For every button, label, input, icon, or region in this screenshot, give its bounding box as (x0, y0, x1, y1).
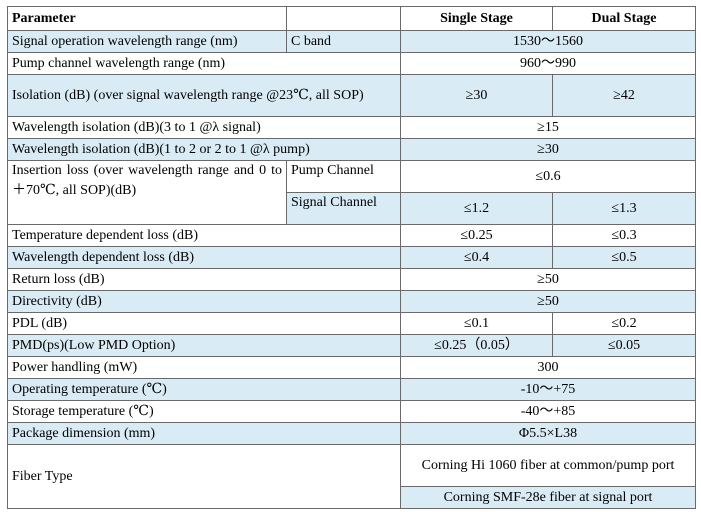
table-row: Insertion loss (over wavelength range an… (7, 160, 696, 225)
row-value: ≥30 (400, 138, 696, 161)
spec-table: Parameter Single Stage Dual Stage Signal… (7, 6, 696, 509)
row-value-single: ≤0.25（0.05） (400, 334, 553, 357)
row-label: Package dimension (mm) (7, 422, 401, 445)
row-value: 1530～1560 (400, 30, 696, 53)
table-row: PDL (dB) ≤0.1 ≤0.2 (7, 312, 696, 335)
table-row: Storage temperature (℃) -40～+85 (7, 400, 696, 423)
table-row: Return loss (dB) ≥50 (7, 268, 696, 291)
row-label: Wavelength dependent loss (dB) (7, 246, 401, 269)
header-dual-stage: Dual Stage (552, 6, 696, 31)
table-row: Isolation (dB) (over signal wavelength r… (7, 74, 696, 117)
row-value-dual: ≤0.05 (552, 334, 696, 357)
table-row: Corning SMF-28e fiber at signal port (8, 486, 696, 509)
row-label: Pump channel wavelength range (nm) (7, 52, 401, 75)
row-label: Fiber Type (7, 444, 401, 509)
row-value-dual: ≤0.5 (552, 246, 696, 269)
table-row: PMD(ps)(Low PMD Option) ≤0.25（0.05） ≤0.0… (7, 334, 696, 357)
row-label: Storage temperature (℃) (7, 400, 401, 423)
row-sublabel-pump-channel: Pump Channel (286, 160, 401, 193)
row-value-dual: ≥42 (552, 74, 696, 117)
row-label: PMD(ps)(Low PMD Option) (7, 334, 401, 357)
table-row: Temperature dependent loss (dB) ≤0.25 ≤0… (7, 224, 696, 247)
table-row: Package dimension (mm) Φ5.5×L38 (7, 422, 696, 445)
row-value-single: ≤1.2 (400, 192, 553, 225)
table-row: Operating temperature (℃) -10～+75 (7, 378, 696, 401)
table-row: Signal operation wavelength range (nm) C… (7, 30, 696, 53)
row-value: Φ5.5×L38 (400, 422, 696, 445)
row-value: ≥50 (400, 290, 696, 313)
table-header-row: Parameter Single Stage Dual Stage (7, 6, 696, 31)
table-row: Fiber Type Corning Hi 1060 fiber at comm… (7, 444, 696, 509)
table-row: Pump channel wavelength range (nm) 960～9… (7, 52, 696, 75)
row-value: -40～+85 (400, 400, 696, 423)
table-row: Wavelength dependent loss (dB) ≤0.4 ≤0.5 (7, 246, 696, 269)
row-value: ≥15 (400, 116, 696, 139)
row-value-signal-port: Corning SMF-28e fiber at signal port (400, 486, 696, 509)
row-label: Wavelength isolation (dB)(1 to 2 or 2 to… (7, 138, 401, 161)
table-row: Directivity (dB) ≥50 (7, 290, 696, 313)
row-value-dual: ≤0.2 (552, 312, 696, 335)
row-value-single: ≤0.1 (400, 312, 553, 335)
row-value-single: ≤0.4 (400, 246, 553, 269)
row-value: -10～+75 (400, 378, 696, 401)
row-label: PDL (dB) (7, 312, 401, 335)
row-label: Directivity (dB) (7, 290, 401, 313)
row-value-dual: ≤1.3 (552, 192, 696, 225)
row-label: Operating temperature (℃) (7, 378, 401, 401)
row-label: Signal operation wavelength range (nm) (7, 30, 287, 53)
table-row: Signal Channel ≤1.2 ≤1.3 (8, 192, 696, 225)
header-parameter: Parameter (7, 6, 287, 31)
row-label: Wavelength isolation (dB)(3 to 1 @λ sign… (7, 116, 401, 139)
row-value-single: ≤0.25 (400, 224, 553, 247)
row-label: Return loss (dB) (7, 268, 401, 291)
row-value-common-pump: Corning Hi 1060 fiber at common/pump por… (400, 444, 696, 487)
row-label: Power handling (mW) (7, 356, 401, 379)
table-row: Wavelength isolation (dB)(1 to 2 or 2 to… (7, 138, 696, 161)
row-label: Temperature dependent loss (dB) (7, 224, 401, 247)
row-value: 300 (400, 356, 696, 379)
row-value: 960～990 (400, 52, 696, 75)
row-value-single: ≥30 (400, 74, 553, 117)
row-value-pump-channel: ≤0.6 (400, 160, 696, 193)
row-value-dual: ≤0.3 (552, 224, 696, 247)
row-sublabel-signal-channel: Signal Channel (286, 192, 401, 225)
table-row: Power handling (mW) 300 (7, 356, 696, 379)
row-sublabel: C band (286, 30, 401, 53)
table-row: Wavelength isolation (dB)(3 to 1 @λ sign… (7, 116, 696, 139)
row-label: Insertion loss (over wavelength range an… (7, 160, 287, 225)
row-value: ≥50 (400, 268, 696, 291)
row-label: Isolation (dB) (over signal wavelength r… (7, 74, 401, 117)
header-single-stage: Single Stage (400, 6, 553, 31)
